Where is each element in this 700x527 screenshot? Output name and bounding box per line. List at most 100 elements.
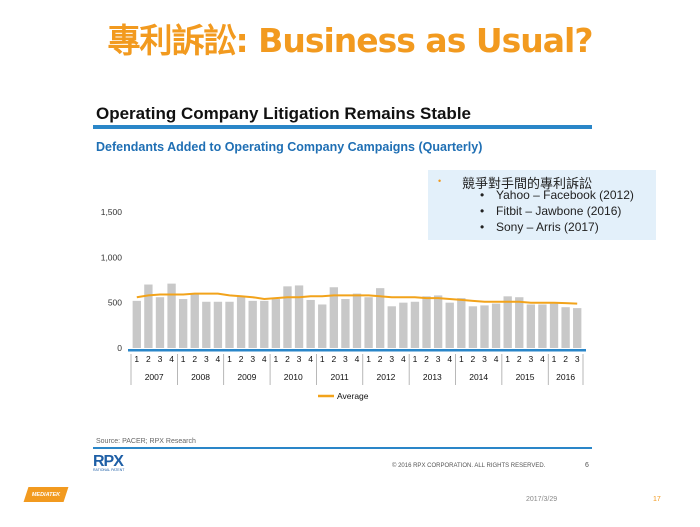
bar	[457, 298, 466, 348]
rpx-logo: RPX RATIONAL PATENT	[93, 453, 124, 472]
callout-box: • 競爭對手間的專利訴訟 • Yahoo – Facebook (2012) • F…	[428, 170, 656, 240]
x-tick-label: 1	[366, 354, 371, 364]
title-rule	[93, 125, 592, 129]
year-label: 2009	[237, 372, 256, 382]
x-tick-label: 2	[378, 354, 383, 364]
y-tick-label: 0	[117, 343, 122, 353]
slide-title: 專利訴訟: Business as Usual?	[107, 21, 594, 60]
bar	[376, 288, 385, 348]
x-tick-label: 1	[134, 354, 139, 364]
bar	[526, 304, 536, 348]
year-label: 2012	[377, 372, 396, 382]
mediatek-logo-text: MEDIATEK	[31, 491, 61, 498]
chart-subtitle: Defendants Added to Operating Company Ca…	[96, 140, 483, 154]
bar	[167, 283, 176, 348]
bar	[422, 296, 431, 348]
callout-item: • Sony – Arris (2017)	[480, 220, 599, 234]
x-tick-label: 4	[494, 354, 499, 364]
source-note: Source: PACER; RPX Research	[96, 438, 196, 445]
x-tick-label: 2	[239, 354, 244, 364]
slide-date: 2017/3/29	[526, 496, 558, 503]
rpx-logo-tagline: RATIONAL PATENT	[93, 468, 125, 472]
year-label: 2015	[516, 372, 535, 382]
bar	[573, 308, 582, 348]
chart-title: Operating Company Litigation Remains Sta…	[96, 104, 471, 123]
year-label: 2013	[423, 372, 442, 382]
bar	[260, 300, 269, 348]
bar	[491, 303, 501, 348]
bar	[202, 301, 211, 348]
y-tick-label: 1,000	[101, 252, 123, 262]
bar	[271, 299, 281, 348]
bar	[236, 296, 246, 348]
x-tick-label: 2	[192, 354, 197, 364]
x-tick-label: 2	[424, 354, 429, 364]
x-tick-label: 2	[285, 354, 290, 364]
bar	[399, 302, 408, 348]
inner-page-number: 6	[585, 462, 589, 469]
bar	[248, 300, 257, 348]
bar	[155, 297, 165, 348]
x-tick-label: 1	[459, 354, 464, 364]
x-tick-label: 3	[297, 354, 302, 364]
y-tick-label: 500	[108, 298, 122, 308]
x-tick-label: 1	[227, 354, 232, 364]
bar	[410, 301, 420, 348]
x-tick-label: 3	[343, 354, 348, 364]
bar	[352, 293, 362, 348]
year-label: 2007	[145, 372, 164, 382]
bar	[132, 300, 141, 348]
mediatek-logo: MEDIATEK	[23, 487, 69, 502]
x-tick-label: 1	[505, 354, 510, 364]
x-tick-label: 4	[308, 354, 313, 364]
bar	[144, 284, 153, 348]
bar	[515, 297, 524, 348]
y-tick-label: 1,500	[101, 207, 123, 217]
bar	[364, 297, 373, 348]
x-tick-label: 4	[262, 354, 267, 364]
bar	[480, 305, 489, 348]
copyright-notice: © 2016 RPX CORPORATION. ALL RIGHTS RESER…	[392, 463, 546, 469]
bar	[318, 304, 327, 348]
bar	[178, 299, 188, 348]
year-label: 2014	[469, 372, 488, 382]
year-label: 2011	[330, 372, 349, 382]
bar	[294, 285, 304, 348]
bar	[190, 294, 199, 348]
bar	[329, 287, 338, 348]
x-tick-label: 3	[482, 354, 487, 364]
footer-rule	[93, 447, 592, 449]
x-tick-label: 1	[413, 354, 418, 364]
x-tick-label: 1	[552, 354, 557, 364]
average-line	[136, 292, 578, 305]
x-tick-label: 3	[389, 354, 394, 364]
x-tick-label: 1	[181, 354, 186, 364]
bar	[213, 301, 223, 348]
rpx-logo-text: RPX	[93, 453, 124, 470]
x-tick-label: 2	[517, 354, 522, 364]
bar	[549, 303, 559, 348]
slide-number: 17	[653, 496, 661, 503]
bar	[225, 301, 234, 348]
bar	[468, 306, 478, 348]
x-tick-label: 4	[355, 354, 360, 364]
year-label: 2010	[284, 372, 303, 382]
bar	[445, 302, 454, 348]
year-label: 2008	[191, 372, 210, 382]
bar	[538, 304, 547, 348]
x-tick-label: 3	[575, 354, 580, 364]
legend-label-average: Average	[337, 391, 369, 401]
bar	[433, 295, 443, 348]
callout-item: • Yahoo – Facebook (2012)	[480, 188, 634, 202]
x-tick-label: 3	[436, 354, 441, 364]
x-tick-label: 3	[158, 354, 163, 364]
x-tick-label: 2	[146, 354, 151, 364]
x-tick-label: 2	[563, 354, 568, 364]
x-tick-label: 3	[250, 354, 255, 364]
x-tick-label: 2	[331, 354, 336, 364]
x-tick-label: 1	[274, 354, 279, 364]
callout-heading: 競爭對手間的專利訴訟	[462, 177, 593, 192]
bar	[341, 299, 350, 348]
x-tick-label: 3	[528, 354, 533, 364]
